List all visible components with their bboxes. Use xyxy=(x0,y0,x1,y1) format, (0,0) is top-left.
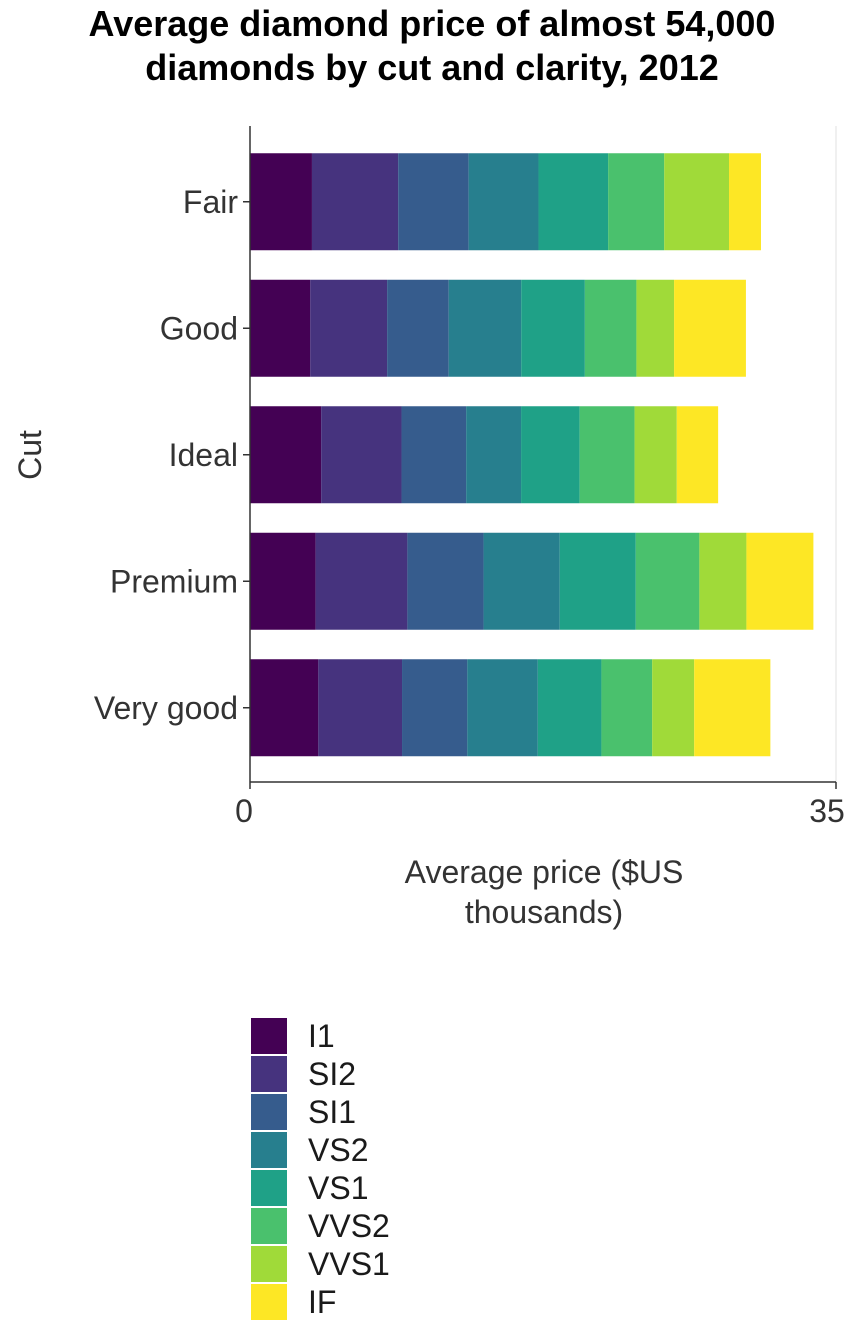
legend-label: VS1 xyxy=(308,1169,369,1206)
bar-segment-very-good-vs1 xyxy=(537,659,602,757)
bar-segment-very-good-si1 xyxy=(402,659,468,757)
x-axis-title-line-2: thousands) xyxy=(464,894,624,930)
bar-segment-premium-vs2 xyxy=(483,532,560,630)
bar-segment-good-si1 xyxy=(387,279,449,377)
legend-swatch xyxy=(250,1245,288,1283)
legend-item-vs1: VS1 xyxy=(250,1169,390,1207)
legend-item-si1: SI1 xyxy=(250,1093,390,1131)
bar-segment-ideal-i1 xyxy=(250,406,322,504)
bar-segment-fair-vvs1 xyxy=(664,153,730,251)
bar-segment-good-i1 xyxy=(250,279,311,377)
bar-segment-fair-vs2 xyxy=(468,153,539,251)
x-tick-label-0: 0 xyxy=(235,793,253,829)
legend-item-if: IF xyxy=(250,1283,390,1321)
bar-segment-fair-si2 xyxy=(311,153,399,251)
legend-swatch xyxy=(250,1207,288,1245)
bar-segment-premium-vvs2 xyxy=(635,532,700,630)
bar-segment-fair-vvs2 xyxy=(608,153,665,251)
plot-area: Cut Fair Good Ideal Premium Very good 0 35 xyxy=(12,126,845,829)
legend-label: I1 xyxy=(308,1017,335,1054)
legend-label: IF xyxy=(308,1283,337,1320)
bar-segment-very-good-if xyxy=(694,659,771,757)
bar-segment-fair-si1 xyxy=(398,153,469,251)
bar-segment-fair-i1 xyxy=(250,153,312,251)
bar-segment-very-good-vvs1 xyxy=(652,659,695,757)
legend-label: SI2 xyxy=(308,1055,357,1092)
bar-segment-ideal-si1 xyxy=(401,406,467,504)
y-axis-title: Cut xyxy=(12,430,48,480)
bar-segment-premium-if xyxy=(746,532,814,630)
bar-segment-good-vs2 xyxy=(448,279,522,377)
legend-label: VS2 xyxy=(308,1131,369,1168)
bar-segment-good-if xyxy=(674,279,746,377)
legend-item-vvs1: VVS1 xyxy=(250,1245,390,1283)
y-tick-label-ideal: Ideal xyxy=(169,437,238,473)
legend-swatch xyxy=(250,1093,288,1131)
legend-swatch xyxy=(250,1017,288,1055)
y-tick-label-premium: Premium xyxy=(110,563,238,599)
bar-segment-fair-vs1 xyxy=(538,153,609,251)
bar-segment-premium-i1 xyxy=(250,532,316,630)
y-tick-label-good: Good xyxy=(160,310,238,346)
bar-segment-premium-vs1 xyxy=(559,532,636,630)
bar-segment-premium-vvs1 xyxy=(699,532,747,630)
x-axis-title: Average price ($US thousands) xyxy=(344,852,744,932)
legend-item-si2: SI2 xyxy=(250,1055,390,1093)
y-tick-label-fair: Fair xyxy=(183,184,238,220)
bar-segment-premium-si1 xyxy=(407,532,484,630)
chart-title: Average diamond price of almost 54,000 d… xyxy=(0,2,864,90)
bar-segment-ideal-vvs1 xyxy=(634,406,677,504)
bar-segment-premium-si2 xyxy=(315,532,408,630)
bar-segment-ideal-si2 xyxy=(321,406,402,504)
bar-segment-very-good-i1 xyxy=(250,659,319,757)
x-tick-label-35: 35 xyxy=(809,793,845,829)
legend-label: SI1 xyxy=(308,1093,357,1130)
bar-segment-ideal-vs1 xyxy=(521,406,580,504)
bar-segment-good-vvs1 xyxy=(636,279,675,377)
bar-segment-very-good-si2 xyxy=(318,659,403,757)
bar-segment-very-good-vvs2 xyxy=(601,659,653,757)
legend-swatch xyxy=(250,1055,288,1093)
bar-segment-good-vvs2 xyxy=(584,279,637,377)
bar-segment-fair-if xyxy=(729,153,761,251)
bar-segment-very-good-vs2 xyxy=(467,659,538,757)
chart-title-line-1: Average diamond price of almost 54,000 xyxy=(88,3,776,44)
bar-segment-ideal-vvs2 xyxy=(579,406,635,504)
legend-swatch xyxy=(250,1169,288,1207)
legend-label: VVS2 xyxy=(308,1207,390,1244)
legend-swatch xyxy=(250,1283,288,1321)
legend: I1 SI2 SI1 VS2 VS1 VVS2 VVS1 IF xyxy=(250,1017,390,1321)
bar-segment-good-vs1 xyxy=(521,279,585,377)
legend-label: VVS1 xyxy=(308,1245,390,1282)
legend-item-vvs2: VVS2 xyxy=(250,1207,390,1245)
bar-segment-good-si2 xyxy=(310,279,388,377)
legend-swatch xyxy=(250,1131,288,1169)
legend-item-vs2: VS2 xyxy=(250,1131,390,1169)
chart-title-line-2: diamonds by cut and clarity, 2012 xyxy=(145,47,719,88)
y-tick-label-very-good: Very good xyxy=(94,690,238,726)
x-axis-title-line-1: Average price ($US xyxy=(404,854,684,890)
legend-item-i1: I1 xyxy=(250,1017,390,1055)
bar-segment-ideal-vs2 xyxy=(466,406,522,504)
bar-segment-ideal-if xyxy=(676,406,719,504)
